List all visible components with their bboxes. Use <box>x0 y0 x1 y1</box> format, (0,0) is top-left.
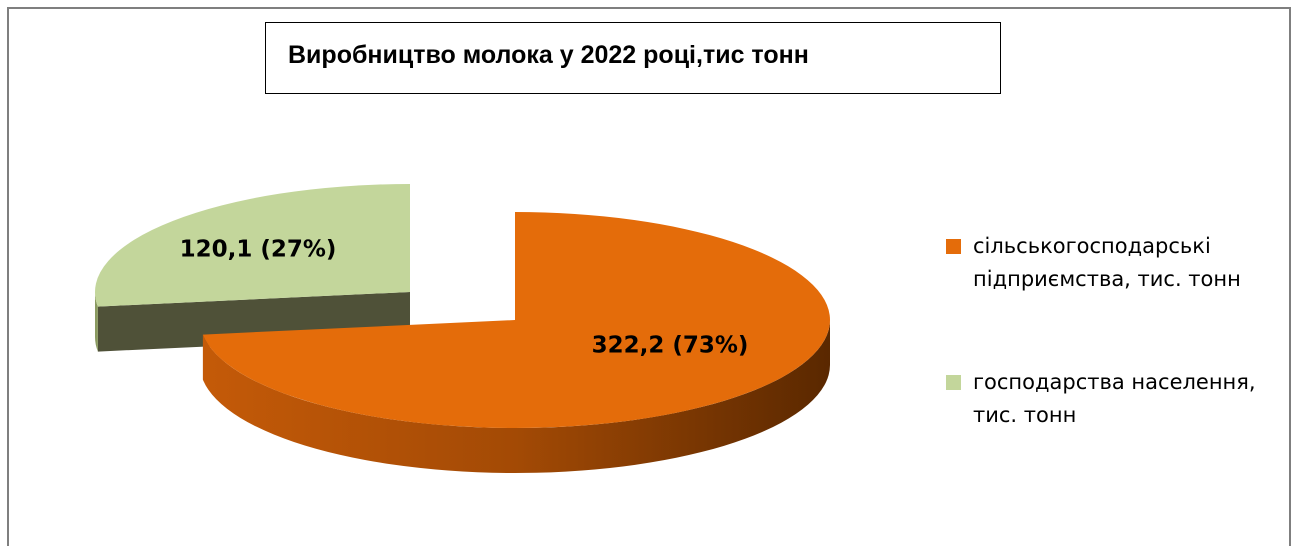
legend-swatch <box>946 375 961 390</box>
slice-wall <box>202 320 830 473</box>
data-label: 322,2 (73%) <box>592 333 749 359</box>
data-label: 120,1 (27%) <box>180 237 337 263</box>
slice-wall <box>95 292 98 352</box>
legend-label: господарства населення, тис. тонн <box>973 370 1256 427</box>
legend-item: господарства населення, тис. тонн <box>946 366 1273 432</box>
chart-title: Виробництво молока у 2022 році,тис тонн <box>265 22 1001 94</box>
legend-swatch <box>946 239 961 254</box>
chart-border <box>7 7 1291 546</box>
pie-slice <box>95 184 410 307</box>
legend-label: сільськогосподарські підприємства, тис. … <box>973 234 1241 291</box>
pie-slice <box>202 212 830 428</box>
legend-item: сільськогосподарські підприємства, тис. … <box>946 230 1273 296</box>
